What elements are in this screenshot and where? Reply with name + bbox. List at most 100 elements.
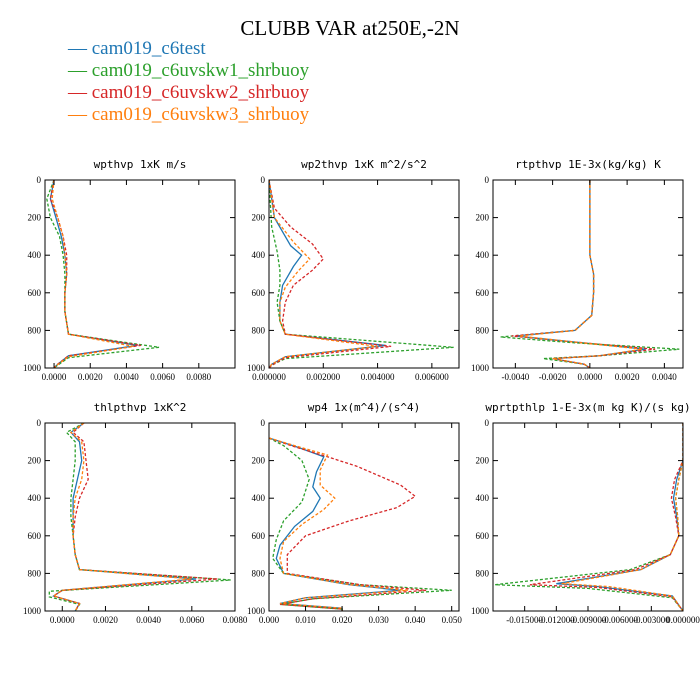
- y-tick-label: 600: [252, 288, 266, 298]
- x-tick-label: 0.000: [259, 615, 280, 625]
- y-tick-label: 1000: [247, 363, 266, 373]
- series-line-1: [556, 423, 683, 611]
- legend-item-3: — cam019_c6uvskw2_shrbuoy: [68, 82, 309, 104]
- y-tick-label: 600: [476, 288, 490, 298]
- y-tick-label: 600: [252, 531, 266, 541]
- y-tick-label: 200: [28, 456, 42, 466]
- legend-label: cam019_c6uvskw1_shrbuoy: [91, 60, 310, 81]
- series-line-4: [51, 180, 134, 368]
- y-tick-label: 0: [485, 418, 490, 428]
- x-tick-label: -0.012000: [538, 615, 575, 625]
- x-tick-label: -0.006000: [601, 615, 638, 625]
- panel-title: thlpthvp 1xK^2: [94, 401, 187, 414]
- x-tick-label: -0.009000: [570, 615, 607, 625]
- x-tick-label: 0.0000: [577, 372, 602, 382]
- y-tick-label: 800: [476, 568, 490, 578]
- panel-title: wp4 1x(m^4)/(s^4): [308, 401, 421, 414]
- y-tick-label: 400: [28, 250, 42, 260]
- x-tick-label: 0.0040: [114, 372, 139, 382]
- series-line-2: [269, 437, 452, 611]
- y-tick-label: 800: [28, 325, 42, 335]
- y-tick-label: 400: [28, 493, 42, 503]
- y-tick-label: 800: [252, 568, 266, 578]
- y-tick-label: 0: [261, 175, 266, 185]
- x-tick-label: 0.004000: [361, 372, 395, 382]
- x-tick-label: 0.030: [368, 615, 389, 625]
- y-tick-label: 400: [476, 493, 490, 503]
- y-tick-label: 200: [28, 213, 42, 223]
- y-tick-label: 600: [28, 288, 42, 298]
- panel-title: wpthvp 1xK m/s: [94, 158, 187, 171]
- x-tick-label: 0.0000: [50, 615, 75, 625]
- y-tick-label: 1000: [23, 606, 42, 616]
- x-tick-label: 0.000000: [252, 372, 286, 382]
- x-tick-label: -0.003000: [633, 615, 670, 625]
- panel-4: thlpthvp 1xK^2 0 200 400 600 800 1000 0.0000 0.0…: [23, 401, 248, 625]
- y-tick-label: 200: [476, 213, 490, 223]
- x-tick-label: 0.020: [332, 615, 353, 625]
- panel-title: rtpthvp 1E-3x(kg/kg) K: [515, 158, 661, 171]
- plot-frame: [44, 179, 236, 369]
- chart-title: CLUBB VAR at250E,-2N: [240, 16, 460, 40]
- y-tick-label: 800: [476, 325, 490, 335]
- x-tick-label: 0.006000: [415, 372, 449, 382]
- series-line-3: [269, 437, 427, 611]
- legend-swatch: —: [68, 104, 92, 125]
- y-tick-label: 800: [252, 325, 266, 335]
- series-line-3: [529, 423, 683, 611]
- series-line-2: [269, 180, 454, 368]
- series-line-4: [269, 180, 378, 368]
- x-tick-label: 0.050: [442, 615, 463, 625]
- plot-frame: [492, 422, 684, 612]
- series-line-2: [495, 423, 683, 611]
- y-tick-label: 0: [261, 418, 266, 428]
- x-tick-label: -0.0040: [501, 372, 529, 382]
- y-tick-label: 1000: [23, 363, 42, 373]
- plot-frame: [268, 422, 460, 612]
- panel-3: rtpthvp 1E-3x(kg/kg) K 0 200 400 600 800 1000 -…: [471, 158, 684, 382]
- y-tick-label: 0: [485, 175, 490, 185]
- x-tick-label: 0.040: [405, 615, 426, 625]
- panel-6: wprtpthlp 1-E-3x(m kg K)/(s kg) 0 200 400 60…: [471, 401, 700, 625]
- x-tick-label: 0.0060: [179, 615, 204, 625]
- x-tick-label: 0.0020: [78, 372, 103, 382]
- series-line-4: [269, 437, 408, 611]
- y-tick-label: 1000: [247, 606, 266, 616]
- series-line-3: [49, 180, 141, 368]
- x-tick-label: -0.015000: [506, 615, 543, 625]
- legend-swatch: —: [68, 60, 92, 81]
- series-line-1: [49, 180, 138, 368]
- x-tick-label: 0.0040: [652, 372, 677, 382]
- y-tick-label: 400: [476, 250, 490, 260]
- plot-frame: [44, 422, 236, 612]
- series-line-3: [269, 180, 392, 368]
- x-tick-label: 0.0060: [150, 372, 175, 382]
- legend-label: cam019_c6test: [91, 38, 206, 59]
- x-tick-label: 0.0080: [186, 372, 211, 382]
- x-tick-label: 0.0040: [136, 615, 161, 625]
- y-tick-label: 800: [28, 568, 42, 578]
- plot-frame: [268, 179, 460, 369]
- y-tick-label: 600: [476, 531, 490, 541]
- legend-swatch: —: [68, 82, 92, 103]
- series-line-2: [48, 423, 231, 611]
- panel-title: wprtpthlp 1-E-3x(m kg K)/(s kg): [485, 401, 690, 414]
- y-tick-label: 400: [252, 250, 266, 260]
- x-tick-label: 0.0020: [615, 372, 640, 382]
- y-tick-label: 0: [37, 175, 42, 185]
- legend: — cam019_c6test — cam019_c6uvskw1_shrbuo…: [68, 38, 309, 126]
- series-line-4: [519, 180, 643, 368]
- legend-label: cam019_c6uvskw2_shrbuoy: [91, 82, 310, 103]
- y-tick-label: 200: [252, 213, 266, 223]
- y-tick-label: 1000: [471, 363, 490, 373]
- y-tick-label: 200: [476, 456, 490, 466]
- x-tick-label: 0.000000: [666, 615, 700, 625]
- x-tick-label: 0.0080: [223, 615, 248, 625]
- y-tick-label: 200: [252, 456, 266, 466]
- series-line-1: [269, 437, 401, 611]
- y-tick-label: 0: [37, 418, 42, 428]
- y-tick-label: 400: [252, 493, 266, 503]
